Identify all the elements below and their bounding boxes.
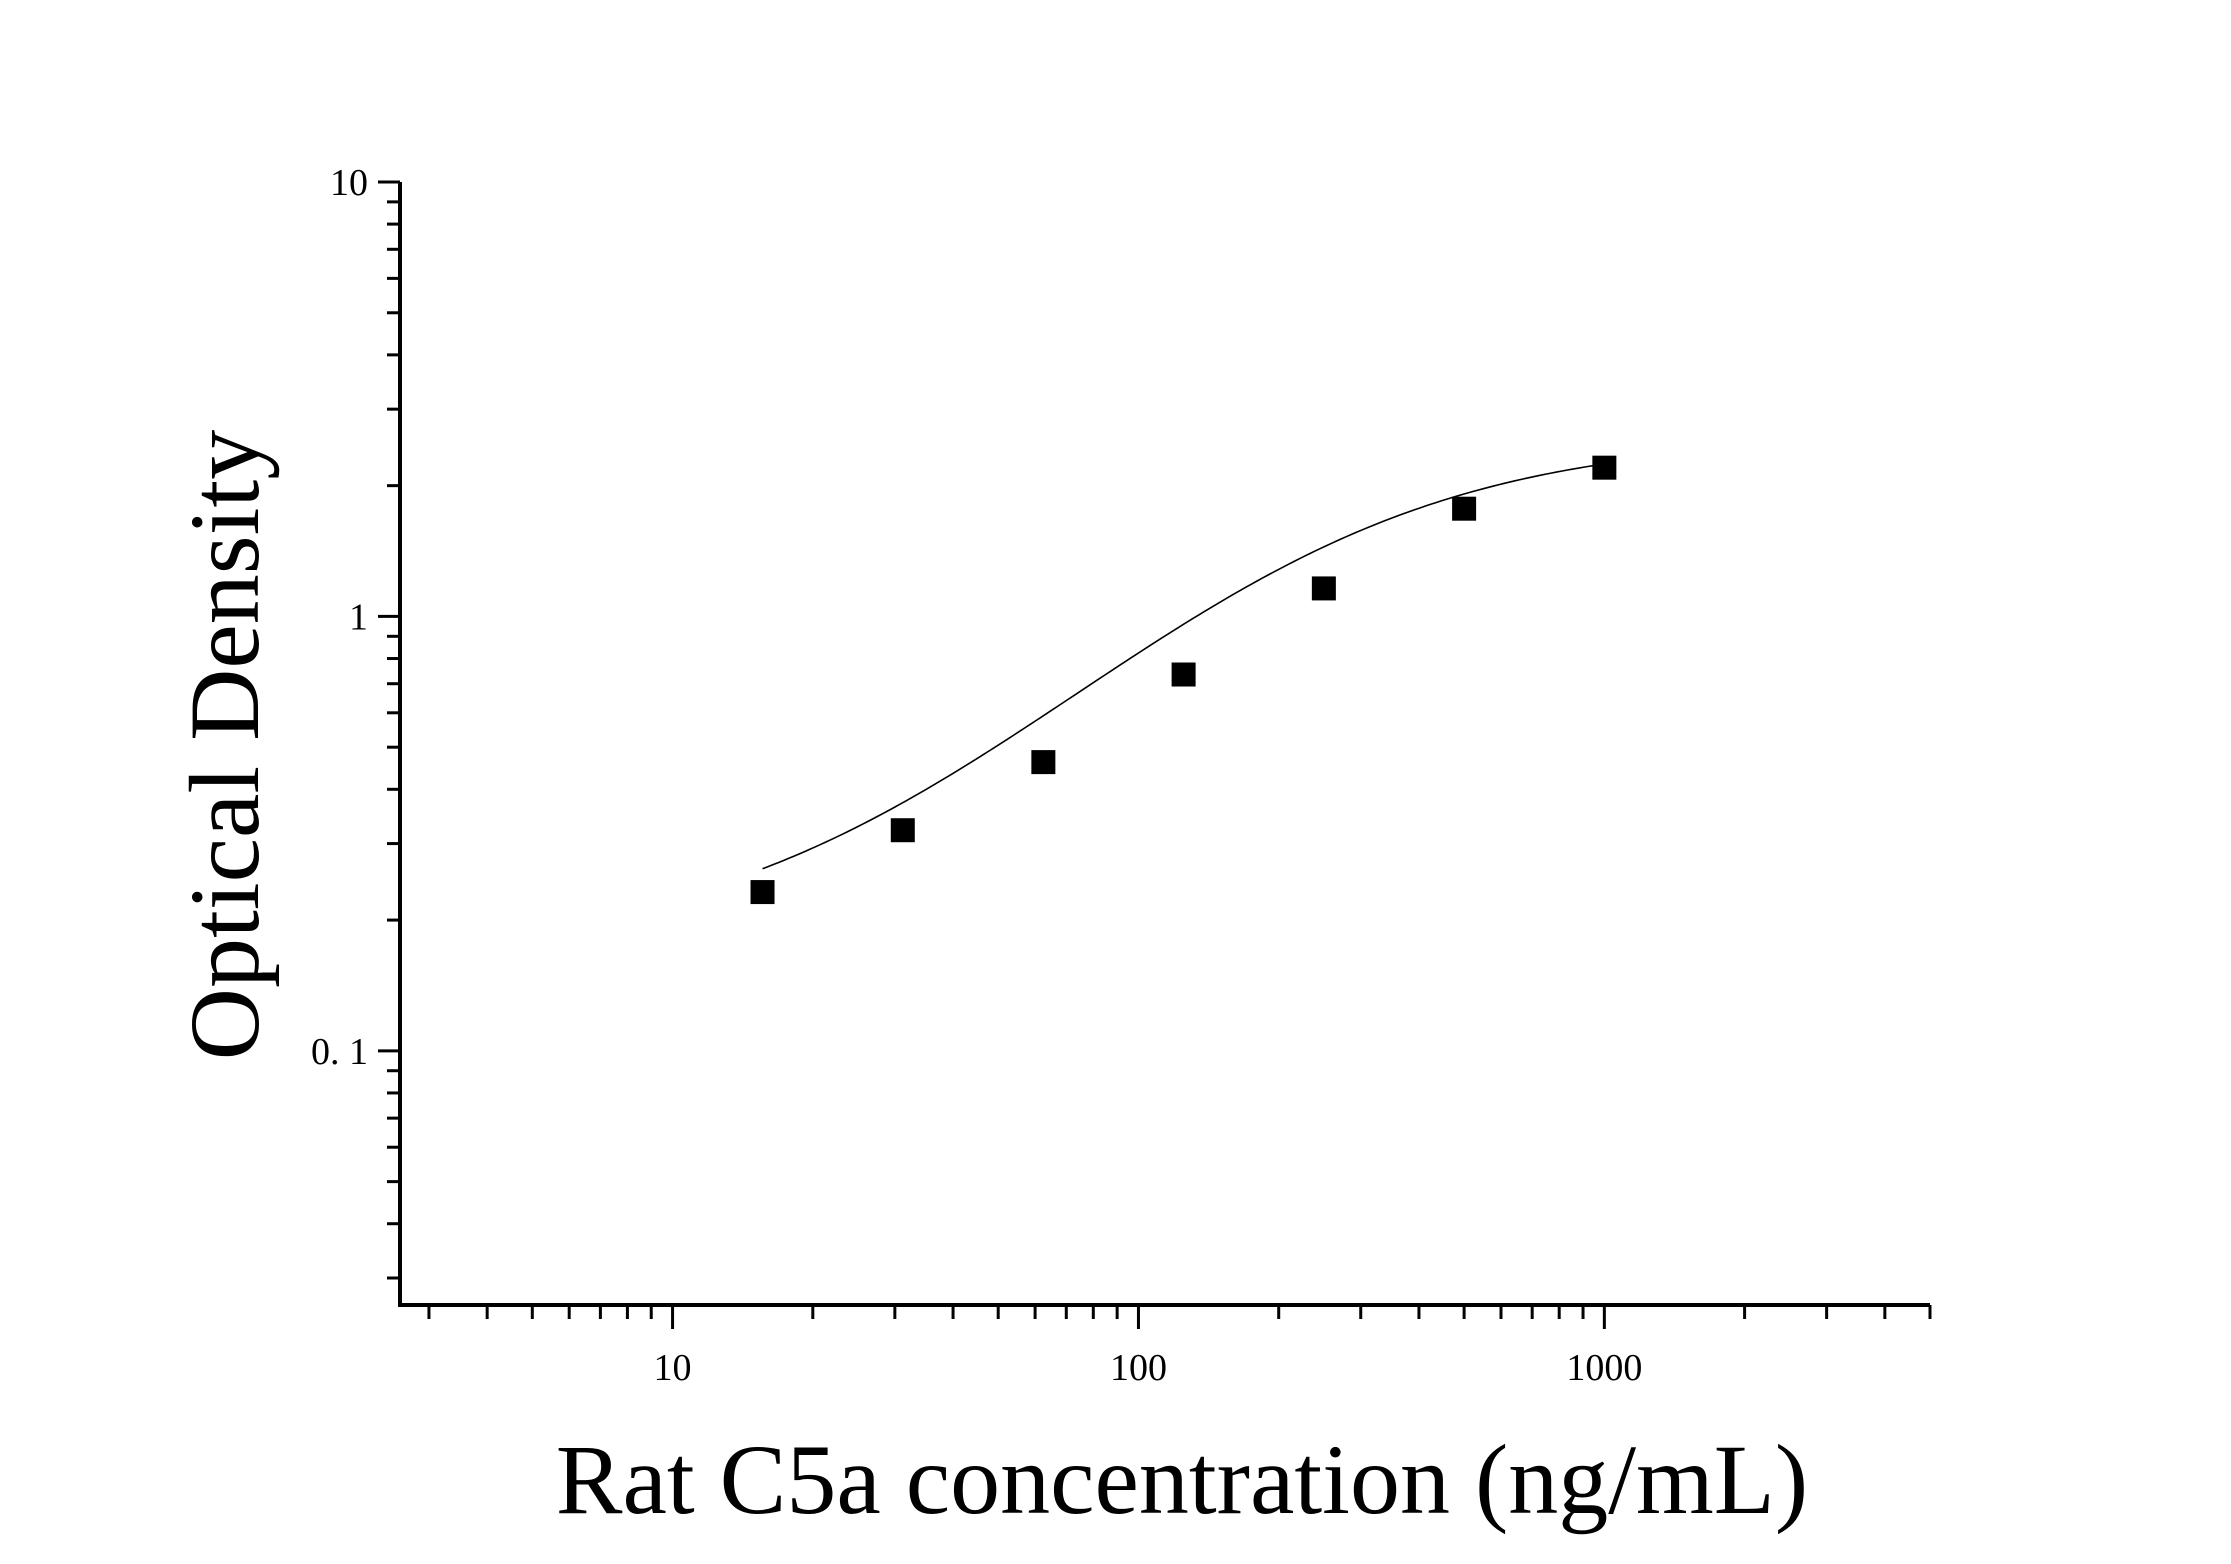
data-point — [1452, 496, 1477, 521]
y-tick-label: 10 — [330, 162, 368, 204]
fit-curve — [762, 463, 1605, 870]
y-tick-label: 1 — [349, 596, 368, 638]
x-axis-title: Rat C5a concentration (ng/mL) — [556, 1424, 1808, 1535]
data-point — [1592, 455, 1617, 480]
data-point — [1031, 750, 1056, 775]
ticks: 10 100 1000 0. 1 1 10 — [311, 162, 1932, 1389]
data-point — [1171, 662, 1196, 687]
y-axis-title: Optical Density — [169, 430, 280, 1060]
points-group — [750, 455, 1617, 905]
data-point — [1311, 576, 1336, 601]
x-tick-label: 10 — [654, 1347, 692, 1389]
x-tick-label: 1000 — [1566, 1347, 1642, 1389]
axes — [398, 182, 1930, 1307]
x-tick-label: 100 — [1110, 1347, 1167, 1389]
data-point — [890, 818, 915, 843]
data-point — [750, 880, 775, 905]
y-tick-label: 0. 1 — [311, 1031, 368, 1073]
fit-curve-group — [762, 463, 1605, 870]
